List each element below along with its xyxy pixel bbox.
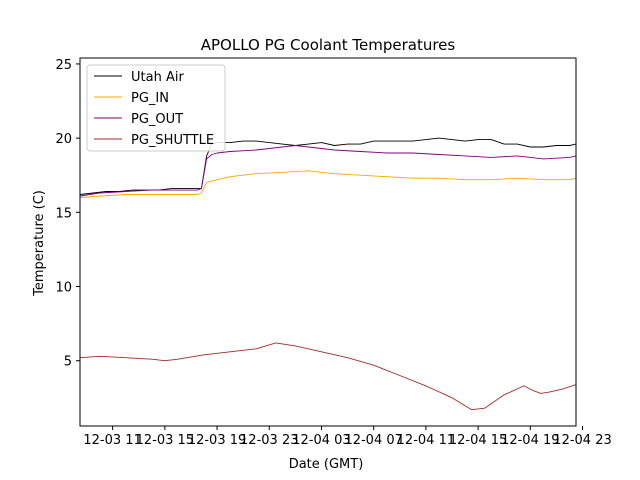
series-line-utah-air (80, 137, 576, 195)
series-line-pg-shuttle (80, 342, 576, 411)
x-tick-label: 12-03 23 (240, 433, 298, 448)
y-axis-label: Temperature (C) (32, 190, 47, 297)
legend-box (86, 64, 226, 152)
y-tick-label: 25 (55, 58, 72, 73)
series-line-pg-in (80, 170, 576, 198)
legend-label: PG_SHUTTLE (131, 133, 214, 148)
series-layer (80, 137, 576, 411)
x-tick-label: 12-03 15 (136, 433, 194, 448)
x-tick-label: 12-03 11 (83, 433, 141, 448)
x-tick-label: 12-04 07 (344, 433, 402, 448)
x-tick-label: 12-03 19 (188, 433, 246, 448)
legend-label: Utah Air (131, 70, 184, 85)
x-tick-label: 12-04 23 (553, 433, 611, 448)
x-tick-label: 12-04 11 (397, 433, 455, 448)
series-line-pg-out (80, 145, 576, 197)
y-tick-label: 20 (55, 132, 72, 147)
y-tick-label: 10 (55, 281, 72, 296)
y-tick-label: 5 (64, 355, 72, 370)
x-axis-label: Date (GMT) (289, 457, 364, 472)
plot-frame (79, 57, 577, 427)
legend-label: PG_IN (131, 91, 169, 106)
legend-label: PG_OUT (131, 112, 183, 127)
x-tick-label: 12-04 03 (292, 433, 350, 448)
legend: Utah Air PG_IN PG_OUT PG_SHUTTLE (86, 64, 226, 152)
y-tick-label: 15 (55, 206, 72, 221)
x-tick-label: 12-04 19 (501, 433, 559, 448)
chart-title: APOLLO PG Coolant Temperatures (201, 36, 456, 54)
x-tick-label: 12-04 15 (449, 433, 507, 448)
